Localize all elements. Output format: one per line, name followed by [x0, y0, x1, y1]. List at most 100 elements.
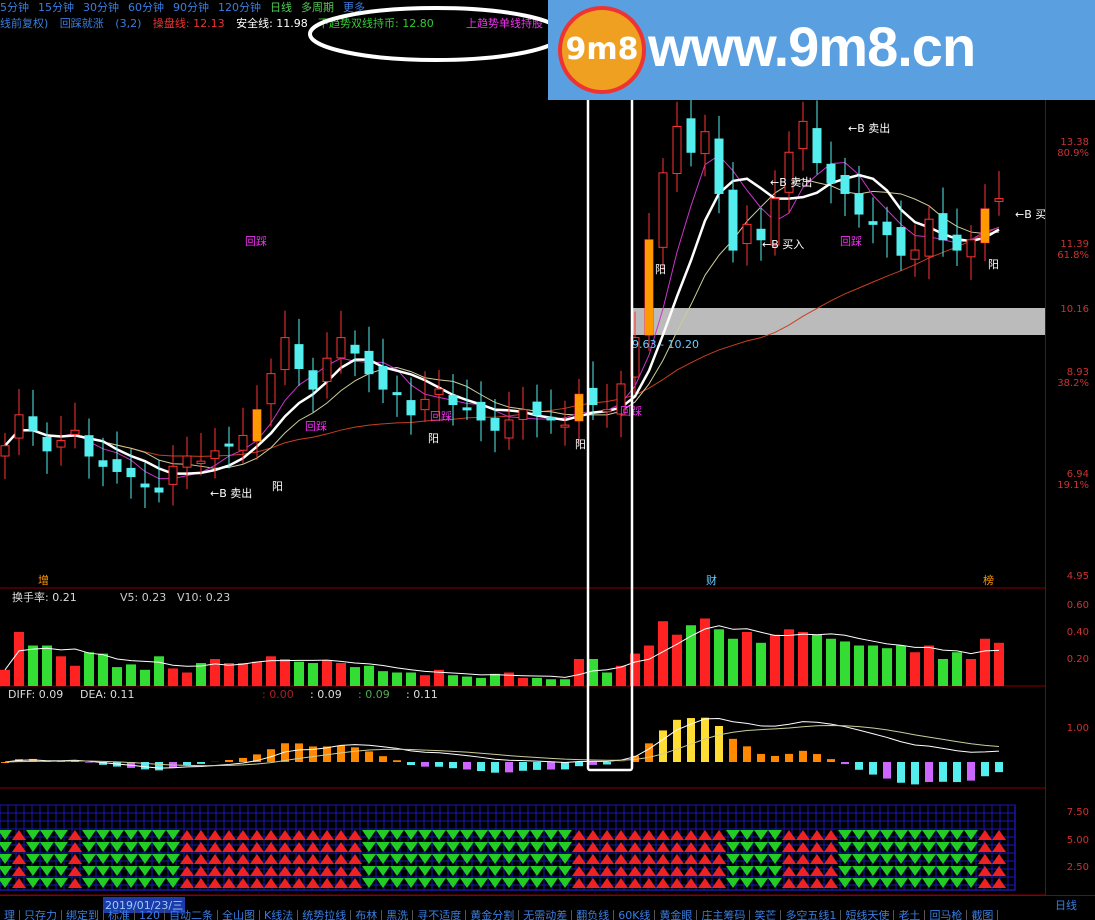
indicator-tab[interactable]: 回马枪	[925, 910, 968, 920]
indicator-tab[interactable]: 60K线	[614, 910, 656, 920]
signal-triangle	[628, 830, 642, 840]
indicator-tab[interactable]: 布林	[351, 910, 383, 920]
indicator-tab[interactable]: 无需动差	[519, 910, 573, 920]
candle-body	[602, 409, 612, 413]
period-tab[interactable]: 更多	[343, 1, 365, 14]
volume-bar	[308, 663, 318, 686]
indicator-tab[interactable]: 黄金眼	[655, 910, 698, 920]
macd-bar	[631, 755, 639, 762]
adjust-mode[interactable]: 线前复权)	[0, 17, 49, 30]
signal-triangle	[68, 854, 82, 864]
indicator-tab[interactable]: 自动二条	[165, 910, 218, 920]
signal-triangle	[978, 878, 992, 888]
signal-triangle	[222, 854, 236, 864]
signal-triangle	[390, 842, 404, 852]
macd-bar	[953, 762, 961, 783]
signal-triangle	[124, 878, 138, 888]
signal-triangle	[124, 854, 138, 864]
candle-body	[966, 239, 976, 258]
price-value: 6.94	[1066, 469, 1089, 480]
period-tab[interactable]: 30分钟	[83, 1, 119, 14]
signal-triangle	[908, 878, 922, 888]
period-tab[interactable]: 120分钟	[218, 1, 261, 14]
macd-bar	[239, 757, 247, 762]
signal-triangle	[404, 866, 418, 876]
period-tab[interactable]: 多周期	[301, 1, 334, 14]
indicator-tab[interactable]: 笑芒	[750, 910, 782, 920]
indicator-tab[interactable]: 寻不适度	[413, 910, 467, 920]
signal-triangle	[152, 854, 166, 864]
signal-triangle	[852, 830, 866, 840]
macd-bar	[477, 762, 485, 772]
macd-bar	[869, 762, 877, 775]
indicator-tab[interactable]: 多空五线1	[781, 910, 842, 920]
signal-triangle	[950, 830, 964, 840]
candle-body	[798, 120, 808, 150]
fib-pct: 80.9%	[1057, 148, 1089, 159]
indicator-tab[interactable]: 绑定到	[62, 910, 104, 920]
indicator-tab[interactable]: 只存力	[20, 910, 62, 920]
period-label[interactable]: 日线	[1055, 899, 1077, 912]
indicator-tab[interactable]: 理	[0, 910, 20, 920]
signal-triangle	[68, 842, 82, 852]
macd-bar	[267, 749, 275, 762]
price-tick: 4.95	[1067, 571, 1089, 582]
period-tab[interactable]: 5分钟	[0, 1, 29, 14]
period-tab[interactable]: 日线	[270, 1, 292, 14]
volume-bar	[910, 652, 920, 686]
indicator-tab[interactable]: 庄主筹码	[697, 910, 751, 920]
signal-triangle	[754, 854, 768, 864]
volume-bar	[0, 669, 10, 686]
signal-triangle	[600, 854, 614, 864]
indicator-tab[interactable]: 短线天使	[841, 910, 895, 920]
period-tab[interactable]: 90分钟	[173, 1, 209, 14]
macd-bar	[561, 762, 569, 770]
period-tab[interactable]: 60分钟	[128, 1, 164, 14]
signal-triangle	[0, 854, 12, 864]
period-tab[interactable]: 15分钟	[38, 1, 74, 14]
price-value: 8.93	[1066, 367, 1089, 378]
candle-body	[588, 387, 598, 406]
indicator-tab[interactable]: 老土	[894, 910, 926, 920]
indicator-tab[interactable]: 黄金分割	[466, 910, 520, 920]
signal-triangle	[936, 878, 950, 888]
indicator-tab[interactable]: 黑洗	[382, 910, 414, 920]
indicator-tab[interactable]: 翻负线	[572, 910, 615, 920]
indicator-tab[interactable]: 标准	[104, 910, 135, 920]
signal-triangle	[978, 854, 992, 864]
candle-body	[98, 460, 108, 467]
formula-name[interactable]: 回踩就涨	[59, 17, 104, 30]
stock-chart[interactable]: ←B 卖出←B 买入←B 卖出←B 买入←B 卖出回踩回踩回踩回踩回踩9.63 …	[0, 0, 1045, 895]
indicator-tab[interactable]: 截图	[967, 910, 999, 920]
signal-triangle	[600, 830, 614, 840]
signal-triangle	[838, 842, 852, 852]
signal-triangle	[26, 854, 40, 864]
indicator-tab[interactable]: 120	[135, 910, 165, 920]
macd-bar	[421, 762, 429, 767]
signal-triangle	[208, 830, 222, 840]
signal-triangle	[558, 854, 572, 864]
signal-triangle	[684, 854, 698, 864]
signal-triangle	[530, 878, 544, 888]
signal-triangle	[768, 866, 782, 876]
signal-triangle	[292, 842, 306, 852]
indicator-tab[interactable]: K线法	[260, 910, 299, 920]
volume-bar	[588, 659, 598, 686]
macd-bar	[841, 762, 849, 765]
macd-bar	[701, 717, 709, 762]
signal-triangle	[824, 878, 838, 888]
volume-bar	[434, 669, 444, 686]
macd-bar	[155, 762, 163, 771]
indicator-tab[interactable]: 全山图	[218, 910, 260, 920]
signal-triangle	[992, 842, 1006, 852]
macd-bar	[323, 746, 331, 762]
macd-bar	[729, 738, 737, 762]
volume-bar	[462, 676, 472, 686]
candle-body	[672, 126, 682, 174]
trade-signal-label: ←B 买入	[1015, 208, 1045, 221]
signal-triangle	[768, 854, 782, 864]
signal-triangle	[278, 854, 292, 864]
indicator-tab[interactable]: 统势拉线	[298, 910, 352, 920]
signal-triangle	[0, 866, 12, 876]
formula-params: (3,2)	[115, 17, 142, 30]
